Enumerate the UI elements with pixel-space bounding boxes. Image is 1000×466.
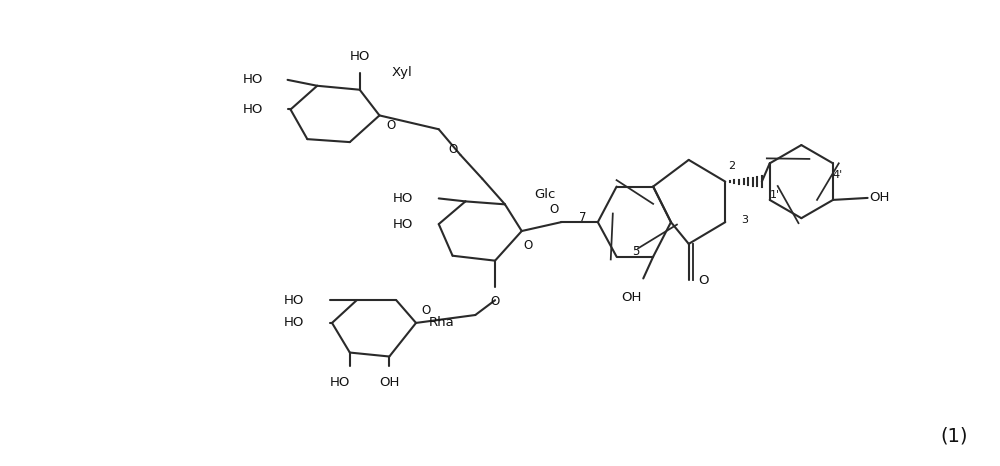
Text: HO: HO bbox=[350, 50, 370, 63]
Text: Glc: Glc bbox=[535, 188, 556, 201]
Text: O: O bbox=[699, 274, 709, 287]
Text: 4': 4' bbox=[833, 170, 843, 180]
Text: HO: HO bbox=[330, 376, 350, 389]
Text: OH: OH bbox=[621, 291, 642, 304]
Text: O: O bbox=[550, 203, 559, 216]
Text: Xyl: Xyl bbox=[391, 67, 412, 79]
Text: 2: 2 bbox=[728, 161, 735, 171]
Text: (1): (1) bbox=[941, 426, 968, 445]
Text: 1': 1' bbox=[770, 191, 780, 200]
Text: HO: HO bbox=[284, 294, 304, 307]
Text: OH: OH bbox=[379, 376, 400, 389]
Text: Rha: Rha bbox=[429, 316, 455, 329]
Text: O: O bbox=[523, 240, 532, 253]
Text: HO: HO bbox=[242, 73, 263, 86]
Text: HO: HO bbox=[284, 316, 304, 329]
Text: 7: 7 bbox=[579, 211, 587, 224]
Text: 3: 3 bbox=[741, 215, 748, 225]
Text: O: O bbox=[490, 295, 500, 308]
Text: O: O bbox=[386, 119, 396, 132]
Text: O: O bbox=[421, 303, 430, 316]
Text: O: O bbox=[448, 143, 457, 156]
Text: HO: HO bbox=[393, 218, 413, 231]
Text: HO: HO bbox=[242, 103, 263, 116]
Text: HO: HO bbox=[393, 192, 413, 205]
Text: 5: 5 bbox=[632, 245, 639, 258]
Text: OH: OH bbox=[870, 192, 890, 205]
